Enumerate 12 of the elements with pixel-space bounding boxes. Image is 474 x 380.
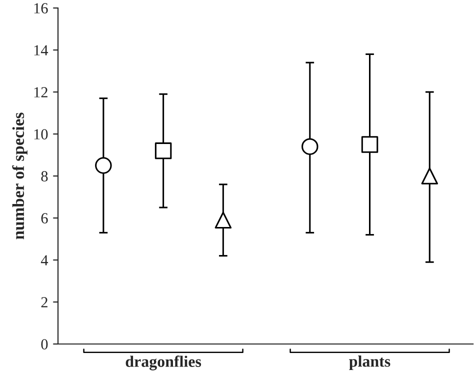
y-tick-label: 12 xyxy=(34,87,48,98)
y-tick-label: 10 xyxy=(34,129,48,140)
x-tick-label: plants xyxy=(349,356,390,370)
x-tick-label: dragonflies xyxy=(126,356,202,370)
y-tick-label: 8 xyxy=(41,171,48,182)
y-tick-label: 2 xyxy=(41,297,48,308)
y-tick-label: 16 xyxy=(34,3,48,14)
y-tick-label: 4 xyxy=(40,255,48,266)
y-tick-label: 6 xyxy=(41,213,48,224)
y-tick-label: 0 xyxy=(41,339,48,350)
y-tick-label: 14 xyxy=(34,45,48,56)
y-axis-title: number of species xyxy=(12,112,28,240)
